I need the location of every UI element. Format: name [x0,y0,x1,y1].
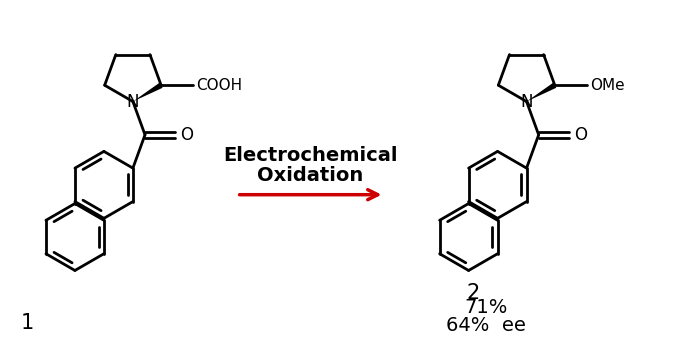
Text: N: N [520,93,533,111]
Text: OMe: OMe [590,78,624,93]
Text: 64%  ee: 64% ee [446,316,526,335]
Text: O: O [574,126,586,144]
Polygon shape [133,83,162,101]
Text: O: O [180,126,193,144]
Text: 2: 2 [467,283,480,303]
Text: 1: 1 [21,313,34,333]
Text: Oxidation: Oxidation [257,166,364,185]
Polygon shape [527,83,557,101]
Text: N: N [126,93,139,111]
Text: 71%: 71% [464,298,508,317]
Text: COOH: COOH [196,78,242,93]
Text: Electrochemical: Electrochemical [223,146,398,165]
